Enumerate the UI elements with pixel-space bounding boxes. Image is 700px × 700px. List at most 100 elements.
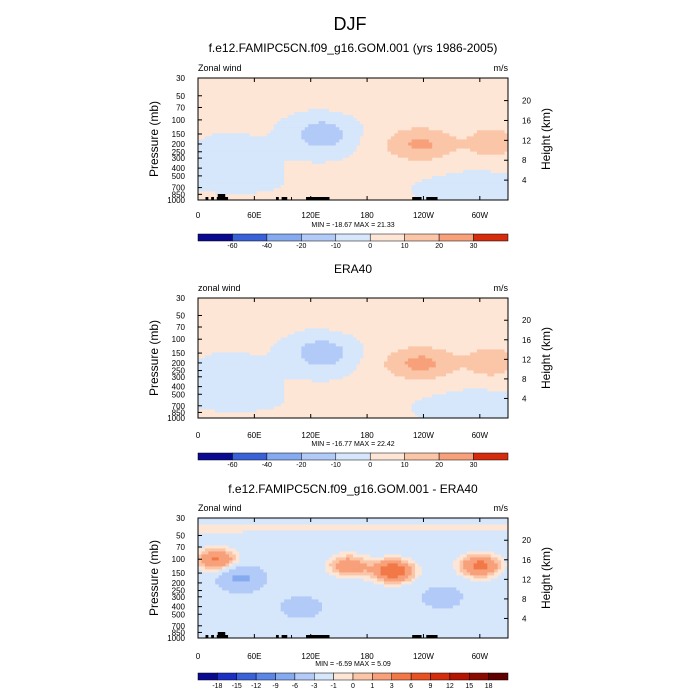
field-cell [201,139,206,143]
field-cell [263,412,268,416]
field-cell [449,406,454,410]
field-cell [260,81,264,85]
field-cell [384,102,388,106]
field-cell [242,135,247,140]
field-cell [421,84,426,88]
field-cell [353,178,357,183]
field-cell [332,148,337,152]
field-cell [339,123,344,128]
field-cell [370,151,375,155]
field-cell [477,87,481,91]
field-cell [490,376,495,380]
field-cell [242,102,247,106]
field-cell [208,96,213,100]
field-cell [408,132,412,137]
field-cell [222,166,226,170]
field-cell [384,90,388,94]
field-cell [253,166,257,170]
field-cell [232,93,237,97]
field-cell [332,409,337,413]
field-cell [342,151,347,155]
field-cell [311,93,316,97]
field-cell [394,415,399,419]
field-cell [487,172,492,176]
field-cell [273,184,278,189]
field-cell [339,84,344,88]
field-cell [384,394,388,398]
field-cell [459,148,464,152]
field-cell [435,90,440,94]
field-cell [401,190,406,195]
field-cell [459,123,464,128]
field-cell [366,394,371,398]
units-label: m/s [494,63,509,73]
field-cell [308,126,313,131]
field-cell [353,93,357,97]
field-cell [246,108,251,112]
field-cell [449,145,454,149]
field-cell [198,163,202,167]
field-cell [384,129,388,134]
field-cell [284,388,288,392]
field-cell [253,111,257,115]
field-cell [315,184,319,189]
field-cell [411,160,416,164]
field-cell [339,99,344,103]
field-cell [335,99,340,103]
field-cell [318,403,323,407]
field-cell [273,382,278,386]
field-cell [218,87,223,91]
field-cell [242,397,247,401]
field-cell [229,394,233,398]
field-cell [294,123,299,128]
field-cell [387,166,392,170]
field-cell [315,148,319,152]
field-cell [356,123,361,128]
field-cell [353,108,357,112]
field-cell [280,87,285,91]
field-cell [421,388,426,392]
field-cell [384,105,388,109]
field-cell [432,169,437,173]
field-cell [246,139,251,143]
field-cell [501,376,505,380]
field-cell [222,190,226,195]
field-cell [394,126,399,131]
field-cell [246,90,251,94]
field-cell [353,135,357,140]
field-cell [280,187,285,192]
field-cell [315,132,319,137]
field-cell [301,129,306,134]
field-cell [366,154,371,158]
field-cell [483,90,488,94]
field-cell [204,139,209,143]
field-cell [349,84,354,88]
field-cell [366,145,371,149]
field-cell [452,190,457,195]
field-cell [287,391,292,395]
field-cell [408,87,412,91]
field-cell [359,117,364,122]
field-cell [215,379,220,383]
field-cell [204,175,209,180]
field-cell [339,382,344,386]
field-cell [349,151,354,155]
field-cell [280,412,285,416]
field-cell [480,166,485,170]
field-cell [387,148,392,152]
field-cell [449,132,454,137]
field-cell [501,172,505,176]
field-cell [353,415,357,419]
field-cell [497,403,502,407]
field-cell [229,132,233,137]
field-cell [446,388,450,392]
field-cell [366,90,371,94]
field-cell [463,123,468,128]
field-cell [494,382,499,386]
field-cell [373,166,378,170]
field-cell [384,123,388,128]
field-cell [359,148,364,152]
field-cell [208,385,213,389]
field-cell [415,160,419,164]
field-cell [459,78,464,82]
